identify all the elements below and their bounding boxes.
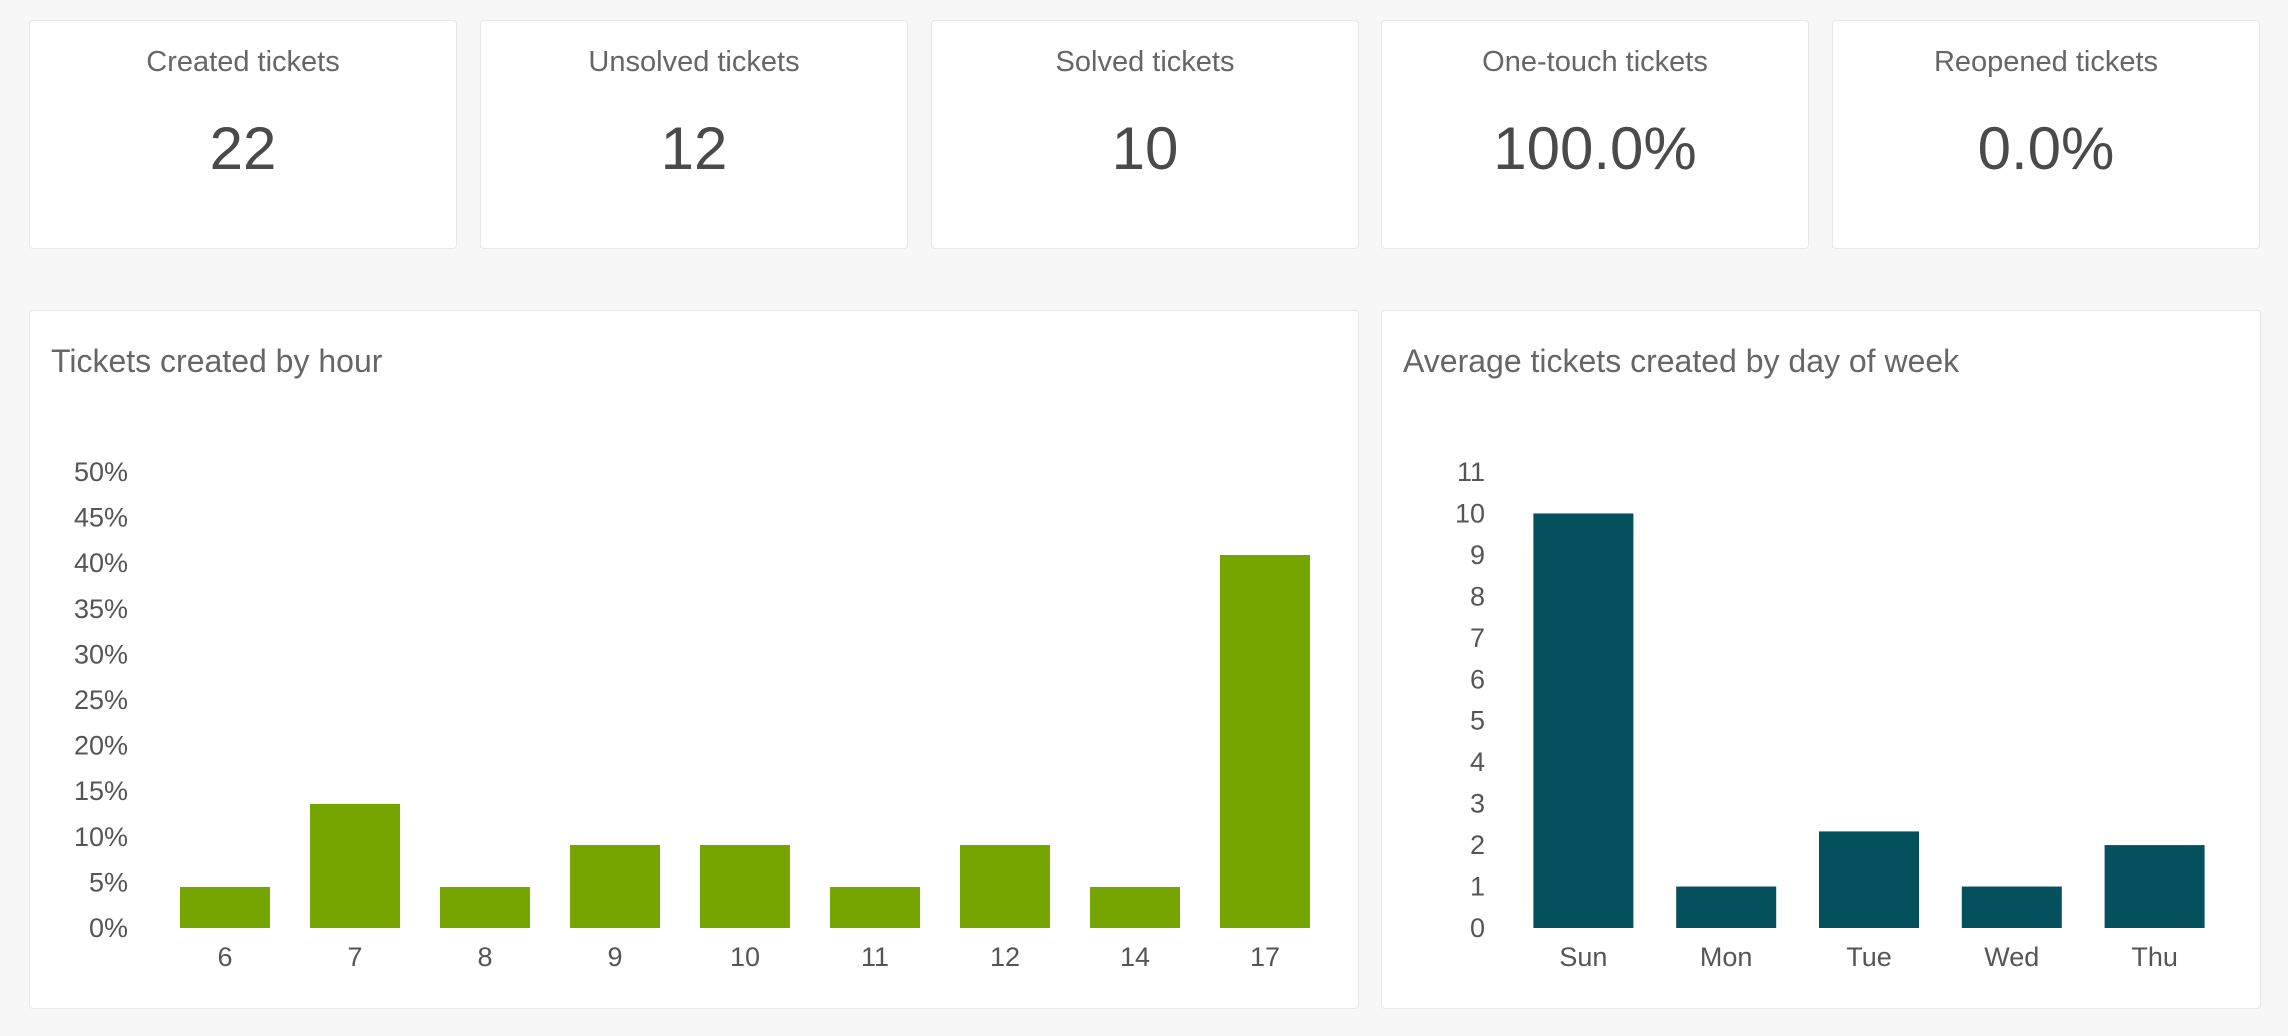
x-tick-label: 8: [477, 942, 492, 972]
x-tick-label: 11: [861, 942, 889, 972]
x-tick-label: Sun: [1559, 942, 1607, 972]
kpi-card-reopened: Reopened tickets 0.0%: [1832, 20, 2260, 249]
hour-bar-12: [960, 845, 1050, 928]
day-bar-thu: [2104, 845, 2205, 928]
hour-bar-8: [440, 886, 530, 928]
kpi-label: Solved tickets: [1055, 46, 1235, 78]
y-tick-label: 1: [1470, 872, 1485, 902]
x-tick-label: 7: [347, 942, 362, 972]
y-tick-label: 7: [1470, 623, 1485, 653]
x-tick-label: 14: [1120, 942, 1150, 972]
kpi-label: Created tickets: [146, 46, 340, 78]
hour-bar-10: [700, 845, 790, 928]
hourly-chart-card: Tickets created by hour 0% 5% 10% 15% 20% 25%…: [29, 310, 1359, 1009]
x-tick-label: Mon: [1700, 942, 1753, 972]
kpi-card-one-touch: One-touch tickets 100.0%: [1381, 20, 1809, 249]
weekday-bar-chart: 0 1 2 3 4 5 6 7 8 9 10 11 Sun Mon Tue Wed Thu: [1455, 457, 2205, 972]
hour-bar-11: [830, 886, 920, 928]
kpi-value: 0.0%: [1977, 115, 2115, 182]
y-tick-label: 20%: [74, 731, 128, 761]
kpi-label: Unsolved tickets: [588, 46, 800, 78]
kpi-value: 100.0%: [1493, 115, 1697, 182]
y-tick-label: 3: [1470, 789, 1485, 819]
kpi-card-unsolved: Unsolved tickets 12: [480, 20, 908, 249]
y-tick-label: 15%: [74, 776, 128, 806]
x-tick-label: 12: [990, 942, 1020, 972]
x-tick-label: 10: [730, 942, 760, 972]
x-tick-label: 9: [607, 942, 622, 972]
y-tick-label: 10: [1455, 498, 1485, 528]
kpi-label: Reopened tickets: [1933, 46, 2159, 78]
x-tick-label: 17: [1250, 942, 1280, 972]
y-tick-label: 11: [1457, 457, 1485, 487]
y-tick-label: 0: [1470, 913, 1485, 943]
hour-bar-14: [1090, 886, 1180, 928]
day-bar-tue: [1819, 831, 1919, 928]
hour-bar-6: [180, 886, 270, 928]
y-tick-label: 40%: [74, 548, 128, 578]
y-tick-label: 25%: [74, 685, 128, 715]
hour-bar-7: [310, 803, 400, 928]
hour-bar-9: [570, 845, 660, 928]
day-bar-mon: [1676, 886, 1777, 928]
hourly-bar-chart: 0% 5% 10% 15% 20% 25% 30% 35% 40% 45% 50% 6 7 8 9 10 11 1…: [74, 457, 1310, 972]
y-tick-label: 30%: [74, 639, 128, 669]
y-tick-label: 5: [1470, 706, 1485, 736]
kpi-label: One-touch tickets: [1482, 46, 1708, 78]
x-tick-label: Thu: [2131, 942, 2178, 972]
y-tick-label: 5%: [89, 867, 128, 897]
hour-bar-17: [1220, 554, 1310, 928]
day-bar-sun: [1533, 513, 1634, 928]
x-tick-label: Wed: [1984, 942, 2039, 972]
y-tick-label: 0%: [89, 913, 128, 943]
y-tick-label: 50%: [74, 457, 128, 487]
y-tick-label: 4: [1470, 747, 1485, 777]
day-bar-wed: [1961, 886, 2062, 928]
kpi-card-created: Created tickets 22: [29, 20, 457, 249]
kpi-value: 12: [660, 115, 728, 182]
x-tick-label: 6: [217, 942, 232, 972]
y-tick-label: 35%: [74, 594, 128, 624]
y-tick-label: 2: [1470, 830, 1485, 860]
chart-title: Tickets created by hour: [51, 343, 383, 379]
x-tick-label: Tue: [1846, 942, 1892, 972]
y-tick-label: 45%: [74, 503, 128, 533]
y-tick-label: 6: [1470, 664, 1485, 694]
weekday-chart-card: Average tickets created by day of week 0…: [1381, 310, 2261, 1009]
kpi-value: 10: [1111, 115, 1179, 182]
kpi-card-solved: Solved tickets 10: [931, 20, 1359, 249]
y-tick-label: 10%: [74, 822, 128, 852]
y-tick-label: 8: [1470, 581, 1485, 611]
kpi-value: 22: [209, 115, 277, 182]
chart-title: Average tickets created by day of week: [1403, 343, 1960, 379]
y-tick-label: 9: [1470, 540, 1485, 570]
